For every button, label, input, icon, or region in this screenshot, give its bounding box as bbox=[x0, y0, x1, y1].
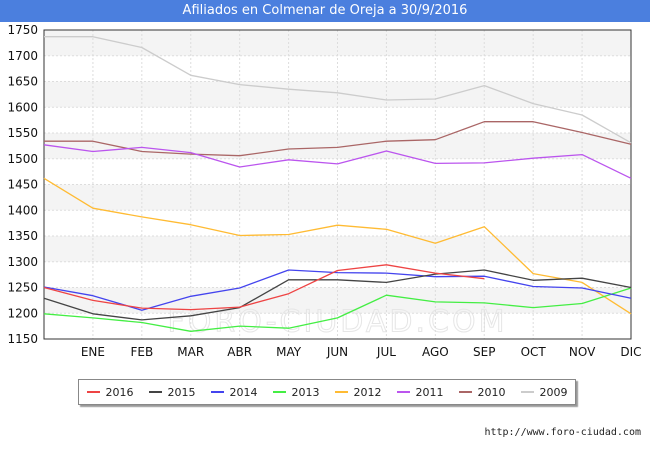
x-tick-label: DIC bbox=[620, 345, 641, 359]
legend-item-2012: 2012 bbox=[334, 385, 382, 399]
legend-label: 2016 bbox=[105, 385, 134, 399]
series-line-2014 bbox=[43, 269, 632, 311]
chart-title: Afiliados en Colmenar de Oreja a 30/9/20… bbox=[182, 3, 468, 18]
x-tick-label: JUL bbox=[376, 345, 396, 359]
legend-item-2015: 2015 bbox=[148, 385, 196, 399]
x-tick-label: FEB bbox=[130, 345, 153, 359]
legend-item-2010: 2010 bbox=[458, 385, 506, 399]
title-bar bbox=[0, 0, 650, 22]
grid-band bbox=[44, 184, 631, 211]
legend-swatch bbox=[520, 391, 534, 393]
legend-swatch bbox=[272, 391, 286, 393]
series-line-2009 bbox=[44, 36, 632, 144]
y-tick-label: 1400 bbox=[7, 203, 38, 217]
chart-legend: 2016 2015 2014 2013 2012 2011 2010 2009 bbox=[78, 379, 576, 405]
source-url[interactable]: http://www.foro-ciudad.com bbox=[484, 427, 641, 438]
x-tick-label: NOV bbox=[569, 345, 596, 359]
legend-swatch bbox=[334, 391, 348, 393]
y-tick-label: 1250 bbox=[7, 281, 38, 295]
legend-label: 2011 bbox=[415, 385, 444, 399]
grid-band bbox=[44, 236, 631, 262]
y-tick-label: 1450 bbox=[7, 178, 38, 192]
legend-swatch bbox=[210, 391, 224, 393]
x-tick-label: SEP bbox=[473, 345, 495, 359]
legend-item-2009: 2009 bbox=[520, 385, 568, 399]
x-tick-label: JUN bbox=[326, 345, 348, 359]
x-tick-label: ENE bbox=[81, 345, 105, 359]
legend-label: 2013 bbox=[291, 385, 320, 399]
y-tick-label: 1600 bbox=[7, 100, 38, 114]
legend-label: 2010 bbox=[477, 385, 506, 399]
legend-swatch bbox=[148, 391, 162, 393]
series-line-2016 bbox=[43, 264, 485, 311]
legend-item-2013: 2013 bbox=[272, 385, 320, 399]
y-tick-label: 1750 bbox=[7, 23, 38, 37]
y-tick-label: 1350 bbox=[7, 229, 38, 243]
x-tick-label: ABR bbox=[227, 345, 252, 359]
series-line-2011 bbox=[43, 144, 632, 179]
x-tick-label: MAR bbox=[177, 345, 204, 359]
legend-item-2011: 2011 bbox=[396, 385, 444, 399]
series-line-2010 bbox=[44, 121, 632, 157]
legend-label: 2015 bbox=[167, 385, 196, 399]
y-tick-label: 1200 bbox=[7, 306, 38, 320]
legend-item-2014: 2014 bbox=[210, 385, 258, 399]
legend-label: 2009 bbox=[539, 385, 568, 399]
plot-frame bbox=[43, 29, 632, 340]
series-line-2015 bbox=[43, 269, 632, 321]
legend-swatch bbox=[458, 391, 472, 393]
legend-label: 2012 bbox=[353, 385, 382, 399]
y-tick-label: 1150 bbox=[7, 332, 38, 346]
legend-item-2016: 2016 bbox=[86, 385, 134, 399]
y-tick-label: 1550 bbox=[7, 126, 38, 140]
series-line-2013 bbox=[43, 287, 632, 332]
y-tick-label: 1650 bbox=[7, 75, 38, 89]
y-tick-label: 1300 bbox=[7, 255, 38, 269]
legend-label: 2014 bbox=[229, 385, 258, 399]
legend-swatch bbox=[396, 391, 410, 393]
series-line-2012 bbox=[43, 177, 632, 315]
y-tick-label: 1700 bbox=[7, 49, 38, 63]
y-tick-label: 1500 bbox=[7, 152, 38, 166]
x-tick-label: OCT bbox=[521, 345, 547, 359]
x-tick-label: AGO bbox=[422, 345, 449, 359]
x-tick-label: MAY bbox=[276, 345, 302, 359]
legend-swatch bbox=[86, 391, 100, 393]
